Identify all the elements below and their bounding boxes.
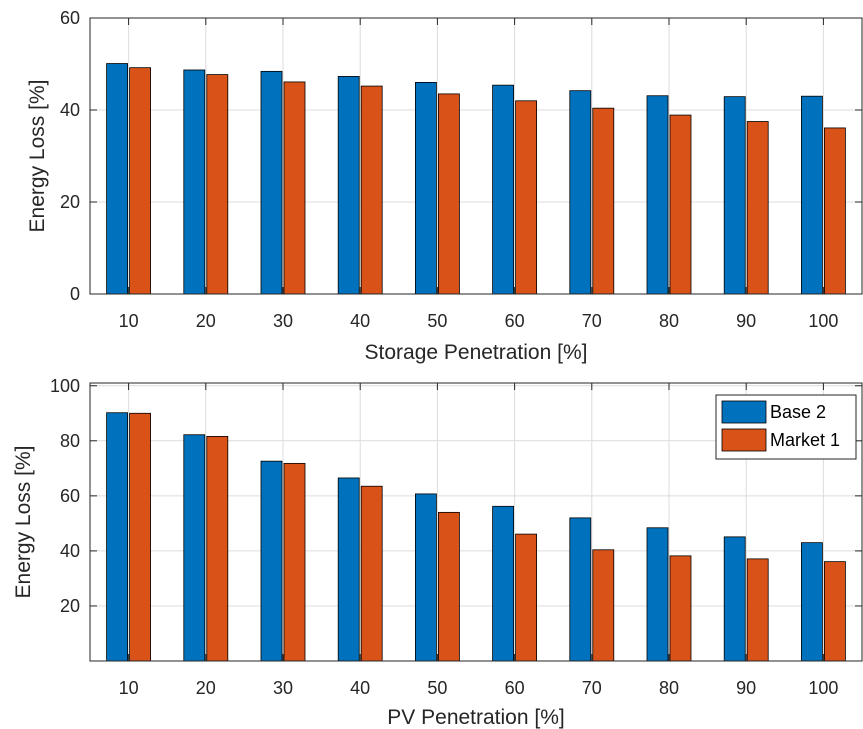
storage-xtick-label: 30: [273, 311, 293, 331]
pv-xtick-label: 80: [659, 678, 679, 698]
storage-bar-series2-90: [746, 121, 769, 295]
storage-ytick-label: 40: [60, 100, 80, 120]
pv-y-axis-label: Energy Loss [%]: [12, 446, 35, 599]
storage-bar-series2-30: [283, 81, 306, 295]
storage-bar-series2-10: [129, 67, 152, 295]
storage-bar-series2-80: [669, 114, 692, 295]
storage-x-axis-label: Storage Penetration [%]: [365, 341, 588, 364]
pv-bar-series2-90: [746, 558, 769, 662]
pv-bar-series1-70: [569, 517, 592, 662]
storage-bar-series1-50: [414, 82, 437, 295]
pv-bar-series1-20: [183, 434, 206, 662]
pv-bar-series1-80: [646, 527, 669, 662]
storage-bar-series1-60: [492, 84, 515, 295]
pv-xtick-label: 20: [196, 678, 216, 698]
pv-bar-series2-50: [437, 511, 460, 662]
pv-bar-series2-20: [206, 435, 229, 662]
storage-penetration-chart: 10 20 30 40 50 60 70 80 90 100 0 20 40 60 Storage Pene…: [26, 8, 863, 364]
storage-bar-series2-50: [437, 93, 460, 295]
storage-bar-series2-60: [515, 100, 537, 295]
storage-xtick-label: 20: [196, 311, 216, 331]
storage-bar-series1-40: [337, 76, 360, 295]
pv-bar-series2-100: [824, 561, 846, 662]
pv-bar-series1-30: [260, 460, 283, 662]
pv-bar-series2-60: [515, 533, 537, 662]
pv-ytick-label: 100: [50, 376, 80, 396]
storage-xtick-label: 50: [427, 311, 447, 331]
storage-bar-series2-20: [206, 74, 229, 295]
pv-xtick-label: 60: [505, 678, 525, 698]
legend-label-series1: Base 2: [770, 402, 826, 422]
pv-bar-series1-90: [723, 536, 746, 662]
pv-x-axis-label: PV Penetration [%]: [387, 706, 564, 729]
storage-ytick-label: 20: [60, 192, 80, 212]
pv-bar-series2-10: [129, 412, 152, 662]
pv-bar-series2-30: [283, 462, 306, 662]
storage-axes-box: [89, 17, 863, 295]
storage-bar-series2-40: [360, 85, 383, 295]
storage-bar-series2-100: [824, 127, 846, 295]
storage-y-axis-label: Energy Loss [%]: [26, 80, 49, 233]
storage-bar-series1-20: [183, 69, 206, 295]
pv-ytick-label: 80: [60, 431, 80, 451]
pv-xtick-label: 100: [808, 678, 838, 698]
pv-bar-series1-60: [492, 505, 515, 662]
pv-bar-series2-80: [669, 555, 692, 662]
storage-xtick-label: 60: [505, 311, 525, 331]
storage-xtick-label: 40: [350, 311, 370, 331]
pv-xtick-label: 40: [350, 678, 370, 698]
pv-penetration-chart: 10 20 30 40 50 60 70 80 90 100 20 40 60 80 100 PV Penet…: [12, 376, 863, 729]
storage-xtick-label: 90: [736, 311, 756, 331]
pv-xtick-label: 70: [582, 678, 602, 698]
storage-xtick-label: 100: [808, 311, 838, 331]
pv-ytick-label: 20: [60, 596, 80, 616]
storage-bar-series1-70: [569, 90, 592, 295]
storage-bar-series1-90: [723, 96, 746, 295]
pv-ytick-label: 60: [60, 486, 80, 506]
pv-xtick-label: 50: [427, 678, 447, 698]
pv-xtick-label: 10: [119, 678, 139, 698]
pv-xtick-label: 30: [273, 678, 293, 698]
storage-bar-series1-10: [106, 63, 128, 295]
pv-bar-series2-40: [360, 485, 383, 662]
storage-bar-series1-80: [646, 95, 669, 295]
storage-bar-series1-30: [260, 70, 283, 295]
pv-xtick-label: 90: [736, 678, 756, 698]
pv-bar-series1-100: [801, 542, 823, 662]
legend-label-series2: Market 1: [770, 430, 840, 450]
storage-bar-series2-70: [592, 107, 615, 295]
pv-bar-series1-40: [337, 477, 360, 662]
pv-bar-series1-10: [106, 412, 128, 662]
storage-ytick-label: 60: [60, 8, 80, 28]
pv-bar-series1-50: [414, 493, 437, 662]
pv-ytick-label: 40: [60, 541, 80, 561]
pv-axes-box: [89, 382, 863, 662]
legend-swatch-series1: [721, 400, 767, 424]
storage-ytick-label: 0: [70, 284, 80, 304]
storage-xtick-label: 10: [119, 311, 139, 331]
storage-xtick-label: 70: [582, 311, 602, 331]
storage-bar-series1-100: [801, 95, 823, 295]
legend-swatch-series2: [721, 428, 767, 452]
pv-bar-series2-70: [592, 549, 615, 662]
storage-xtick-label: 80: [659, 311, 679, 331]
